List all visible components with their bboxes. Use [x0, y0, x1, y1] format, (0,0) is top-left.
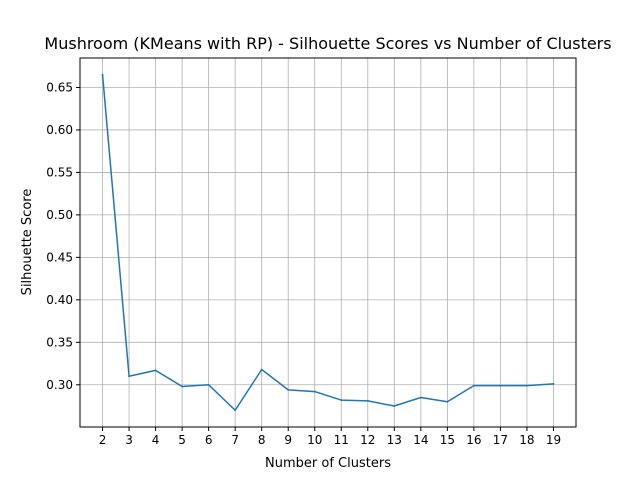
- data-point: [181, 385, 184, 388]
- data-point: [472, 384, 475, 387]
- data-point: [128, 375, 130, 378]
- data-point: [234, 409, 237, 412]
- y-tick-label: 0.50: [46, 208, 73, 222]
- x-tick-label: 10: [307, 433, 322, 447]
- data-point: [207, 383, 210, 386]
- x-tick-label: 9: [284, 433, 292, 447]
- x-tick-label: 12: [360, 433, 375, 447]
- data-point: [260, 368, 263, 371]
- chart-title: Mushroom (KMeans with RP) - Silhouette S…: [44, 34, 611, 53]
- y-tick-label: 0.30: [46, 378, 73, 392]
- x-tick-label: 5: [178, 433, 186, 447]
- x-tick-label: 6: [205, 433, 213, 447]
- x-tick-label: 16: [466, 433, 481, 447]
- y-axis-label: Silhouette Score: [20, 189, 35, 296]
- y-tick-label: 0.35: [46, 335, 73, 349]
- data-point: [366, 400, 369, 402]
- y-tick-label: 0.60: [46, 123, 73, 137]
- y-tick-label: 0.40: [46, 293, 73, 307]
- x-tick-label: 7: [231, 433, 239, 447]
- x-tick-label: 2: [99, 433, 107, 447]
- x-tick-label: 4: [152, 433, 160, 447]
- data-point: [499, 384, 502, 387]
- y-tick-label: 0.65: [46, 80, 73, 94]
- x-tick-label: 19: [546, 433, 561, 447]
- y-tick-label: 0.45: [46, 250, 73, 264]
- x-axis-ticks: 2 3 4 5 6 7 8 9 10 11 12 13 14 15 16 17 18 19: [99, 427, 561, 447]
- plot-frame: [79, 57, 577, 428]
- data-point: [154, 369, 157, 372]
- data-point: [393, 405, 396, 407]
- data-point: [552, 383, 555, 385]
- x-tick-label: 18: [519, 433, 534, 447]
- data-point: [526, 384, 528, 387]
- data-point: [419, 396, 422, 399]
- x-tick-label: 8: [258, 433, 266, 447]
- x-tick-label: 3: [125, 433, 133, 447]
- x-tick-label: 17: [493, 433, 508, 447]
- x-tick-label: 14: [413, 433, 428, 447]
- x-tick-label: 13: [387, 433, 402, 447]
- grid: [80, 58, 576, 427]
- series-line-0: [101, 73, 555, 412]
- x-tick-label: 15: [440, 433, 455, 447]
- data-point: [313, 390, 316, 393]
- y-tick-label: 0.55: [46, 165, 73, 179]
- data-point: [340, 399, 343, 401]
- data-point: [446, 400, 449, 403]
- y-axis-ticks: 0.30 0.35 0.40 0.45 0.50 0.55 0.60 0.65: [46, 80, 80, 392]
- x-axis-label: Number of Clusters: [265, 456, 391, 471]
- data-point: [287, 388, 290, 391]
- x-tick-label: 11: [334, 433, 349, 447]
- plot-series: [101, 73, 555, 412]
- data-point: [101, 73, 104, 76]
